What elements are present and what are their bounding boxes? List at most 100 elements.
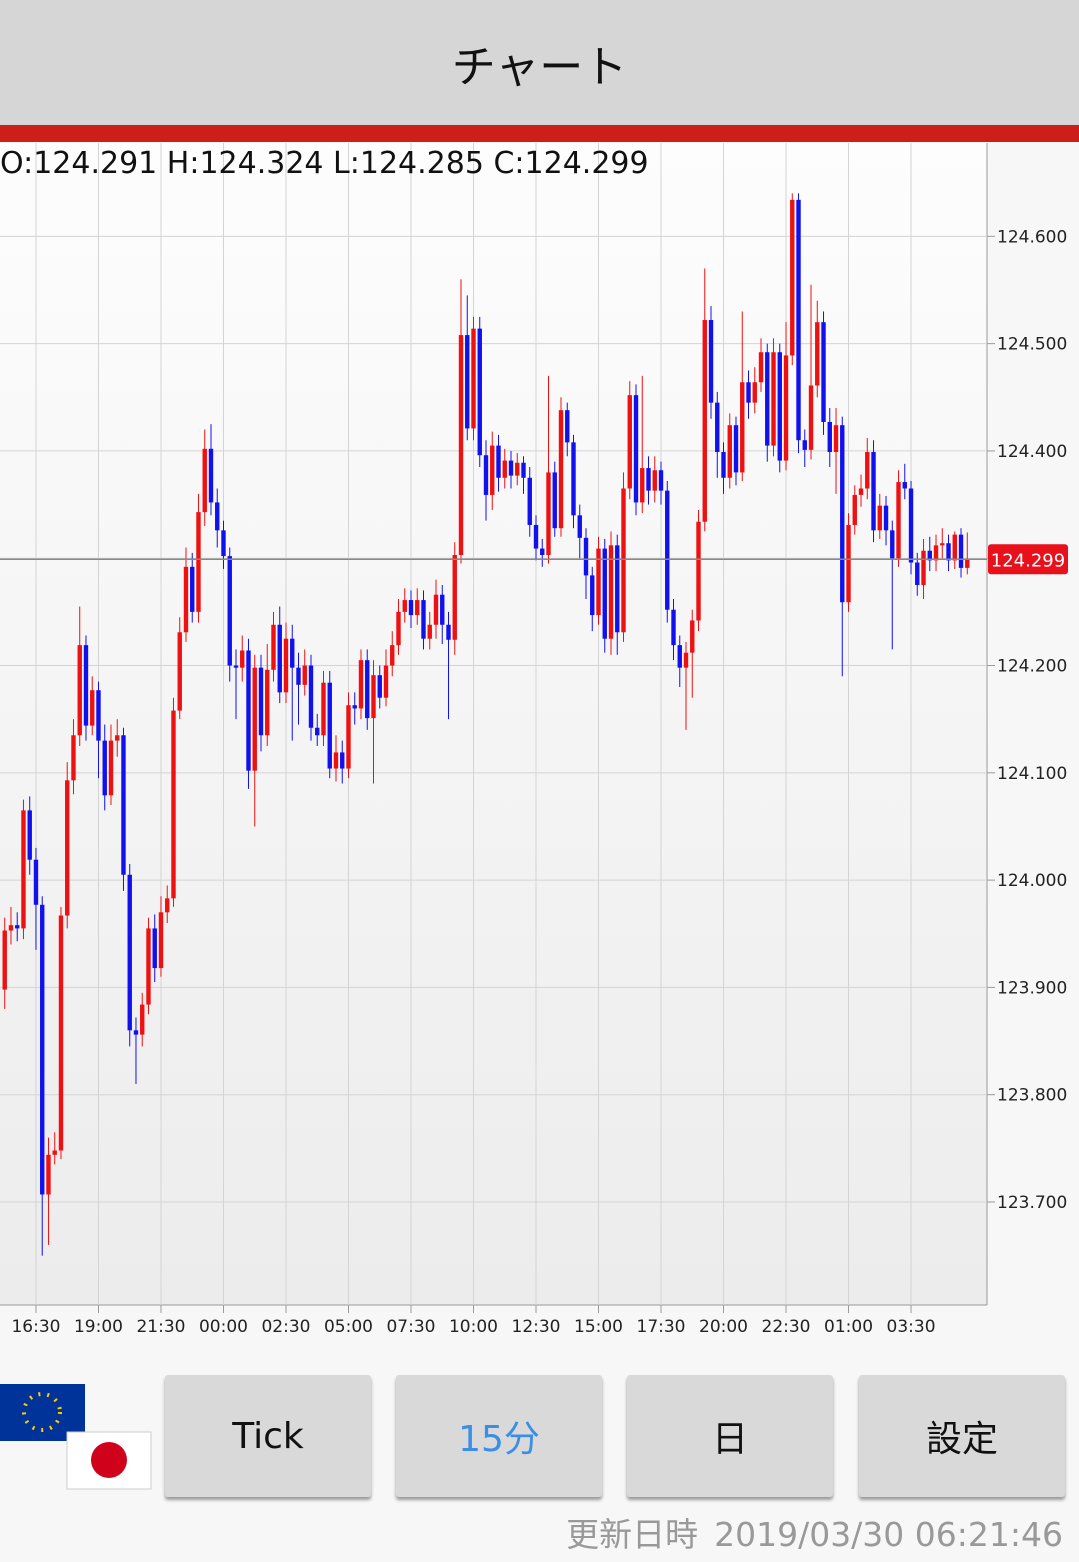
candle-body: [721, 452, 726, 478]
x-tick-label: 21:30: [136, 1317, 185, 1337]
accent-bar: [0, 125, 1079, 142]
eu-flag: [0, 1384, 85, 1441]
candle-body: [708, 320, 714, 403]
candle-body: [852, 494, 857, 525]
candle-body: [702, 320, 707, 522]
candle-body: [577, 515, 582, 538]
timeframe-button[interactable]: 15分: [396, 1375, 602, 1497]
timeframe-button[interactable]: 日: [627, 1375, 833, 1497]
candle-body: [565, 410, 570, 443]
candle-body: [133, 1030, 139, 1035]
candle-body: [96, 690, 101, 741]
candle-body: [627, 395, 632, 489]
candle-body: [233, 665, 239, 668]
candle-body: [883, 505, 889, 531]
candle-body: [252, 667, 257, 771]
x-tick-label: 10:00: [449, 1317, 498, 1337]
candle-body: [690, 620, 695, 653]
candle-body: [308, 665, 314, 728]
candle-body: [777, 352, 782, 461]
y-tick-label: 124.500: [997, 335, 1067, 355]
candle-body: [740, 382, 745, 473]
eu-stars: [22, 1392, 62, 1432]
candle-body: [933, 545, 939, 561]
candle-body: [865, 452, 870, 489]
candle-body: [315, 727, 320, 736]
candle-body: [421, 600, 426, 639]
candle-body: [277, 624, 282, 693]
candle-body: [152, 928, 157, 969]
candle-body: [202, 448, 207, 513]
candle-body: [896, 482, 901, 559]
candle-body: [2, 930, 7, 990]
x-tick-label: 16:30: [11, 1317, 60, 1337]
candle-body: [271, 624, 276, 670]
timeframe-button[interactable]: Tick: [165, 1375, 371, 1497]
candle-body: [683, 652, 689, 668]
last-price-label: 124.299: [991, 550, 1065, 571]
candle-body: [283, 638, 289, 693]
candle-body: [915, 562, 920, 586]
candle-body: [833, 425, 839, 453]
candle-body: [533, 524, 539, 549]
candle-body: [958, 534, 964, 568]
x-tick-label: 01:00: [824, 1317, 873, 1337]
candle-body: [327, 682, 332, 769]
candle-body: [890, 530, 895, 559]
candle-body: [240, 650, 245, 668]
candle-body: [102, 740, 107, 796]
plot-area: [0, 143, 987, 1305]
update-label: 更新日時: [566, 1515, 699, 1554]
y-tick-label: 124.100: [997, 764, 1067, 784]
candle-body: [58, 915, 64, 1151]
y-tick-label: 124.600: [997, 227, 1067, 247]
y-tick-label: 123.900: [997, 978, 1067, 998]
candle-body: [733, 425, 739, 473]
candle-body: [696, 521, 701, 621]
header-title: チャート: [451, 41, 628, 93]
candle-body: [596, 548, 601, 616]
candle-body: [758, 352, 764, 383]
candle-body: [446, 624, 451, 640]
footer: 更新日時 2019/03/30 06:21:46: [550, 1508, 1063, 1556]
settings-button[interactable]: 設定: [859, 1375, 1065, 1497]
candle-body: [265, 669, 270, 736]
candle-body: [646, 468, 651, 491]
candle-body: [171, 710, 176, 899]
candle-body: [771, 352, 776, 446]
candle-body: [677, 645, 682, 668]
candle-body: [46, 1154, 51, 1195]
candle-body: [552, 472, 557, 529]
candle-body: [840, 425, 845, 603]
candle-body: [658, 470, 664, 491]
candle-body: [927, 550, 932, 561]
candle-body: [746, 382, 751, 403]
header: チャート: [0, 0, 1079, 125]
candle-body: [752, 382, 757, 403]
candle-body: [177, 632, 182, 711]
candle-body: [502, 460, 507, 478]
candle-body: [458, 335, 464, 556]
candle-body: [946, 543, 951, 561]
candle-body: [790, 199, 795, 356]
candle-body: [571, 442, 576, 516]
candle-body: [452, 555, 457, 640]
candle-body: [765, 352, 770, 446]
candle-body: [640, 468, 645, 503]
candle-body: [908, 488, 914, 563]
jp-sun: [91, 1442, 127, 1478]
candle-body: [15, 925, 20, 929]
candle-body: [83, 645, 89, 726]
x-tick-label: 02:30: [261, 1317, 310, 1337]
ohlc-readout: O:124.291 H:124.324 L:124.285 C:124.299: [0, 146, 649, 181]
candle-body: [815, 322, 820, 386]
x-tick-label: 15:00: [574, 1317, 623, 1337]
x-tick-label: 03:30: [887, 1317, 936, 1337]
candle-body: [127, 874, 132, 1031]
candle-body: [290, 638, 295, 668]
candle-body: [483, 455, 489, 495]
candle-body: [396, 611, 401, 646]
candle-body: [227, 556, 232, 666]
candle-body: [33, 859, 39, 905]
candle-body: [415, 600, 420, 616]
